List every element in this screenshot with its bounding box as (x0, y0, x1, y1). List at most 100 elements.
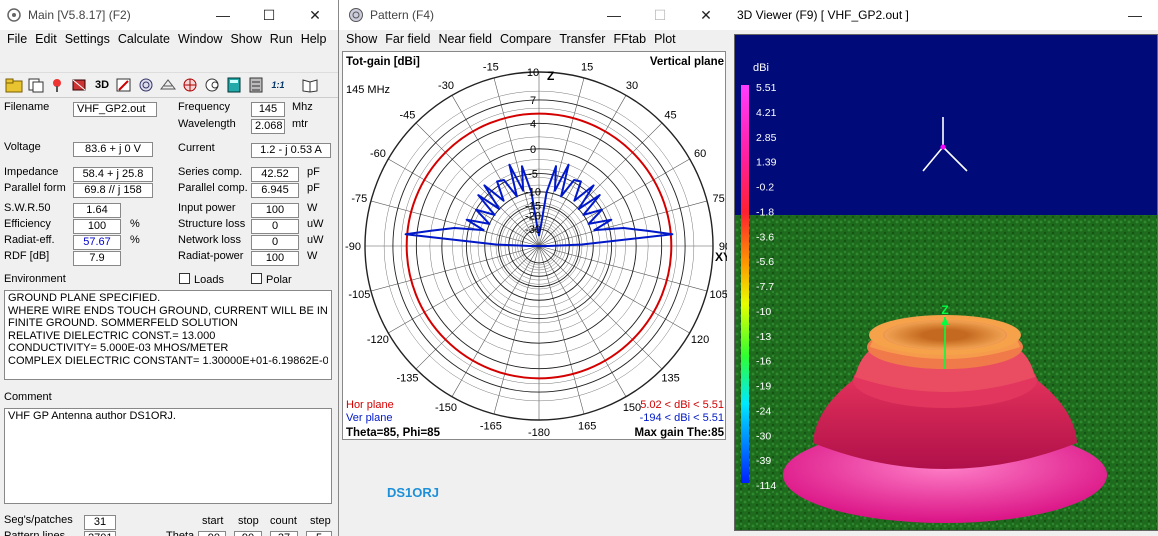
main-menu-item[interactable]: Calculate (117, 32, 170, 46)
z-axis-indicator: Z (941, 303, 949, 369)
structure-loss-field[interactable]: 0 (251, 219, 299, 234)
geometry-icon[interactable] (70, 75, 90, 95)
polar-radial-line (493, 77, 540, 247)
pattern-titlebar[interactable]: Pattern (F4) — ☐ ✕ (339, 0, 729, 30)
current-label: Current (178, 142, 215, 154)
loads-checkbox[interactable]: Loads (179, 273, 224, 286)
copy-icon[interactable] (26, 75, 46, 95)
polar-radial-line (370, 200, 540, 247)
impedance-field[interactable]: 58.4 + j 25.8 (73, 167, 153, 182)
frequency-field[interactable]: 145 (251, 102, 285, 117)
pattern-menu-item[interactable]: Transfer (559, 32, 606, 46)
main-window: Main [V5.8.17] (F2) — ☐ ✕ File Edit Settin… (0, 0, 339, 536)
main-titlebar[interactable]: Main [V5.8.17] (F2) — ☐ ✕ (0, 0, 338, 30)
pattern-menu-item[interactable]: FFtab (613, 32, 647, 46)
filename-field[interactable]: VHF_GP2.out (73, 102, 157, 117)
parallel-comp-field[interactable]: 6.945 (251, 183, 299, 198)
pattern-menu-item[interactable]: Near field (438, 32, 492, 46)
viewer-title: 3D Viewer (F9) [ VHF_GP2.out ] (737, 8, 909, 22)
main-menu-item[interactable]: Run (269, 32, 293, 46)
efficiency-field[interactable]: 100 (73, 219, 121, 234)
parallel-form-field[interactable]: 69.8 // j 158 (73, 183, 153, 198)
pattern-menu-item[interactable]: Far field (385, 32, 431, 46)
rdf-field[interactable]: 7.9 (73, 251, 121, 266)
plot-top-left-label: Tot-gain [dBi] (346, 56, 420, 68)
scale-label: -16 (756, 356, 771, 368)
scale-label: 1.39 (756, 157, 777, 169)
view-3d-icon[interactable]: 3D (94, 79, 110, 91)
angle-label: -90 (345, 241, 361, 253)
segs-field[interactable]: 31 (84, 515, 116, 530)
pattern-maximize-button[interactable]: ☐ (653, 6, 667, 23)
pattern-icon[interactable] (136, 75, 156, 95)
polar-radial-line (538, 245, 708, 292)
main-menu-item[interactable]: File (7, 32, 28, 46)
ring-label: 0 (530, 144, 536, 156)
swr-field[interactable]: 1.64 (73, 203, 121, 218)
theta-start-field[interactable]: -90 (198, 531, 226, 536)
viewer-titlebar[interactable]: 3D Viewer (F9) [ VHF_GP2.out ] — (729, 0, 1158, 30)
ring-label: 10 (527, 67, 539, 79)
maximize-button[interactable]: ☐ (262, 6, 276, 23)
svg-text:Z: Z (941, 303, 948, 317)
polar-radial-line (388, 158, 540, 247)
main-menu-item[interactable]: Window (178, 32, 223, 46)
pattern-menu-item[interactable]: Compare (499, 32, 552, 46)
theta-stop-field[interactable]: 90 (234, 531, 262, 536)
step-label: step (310, 515, 331, 527)
viewer-minimize-button[interactable]: — (1128, 7, 1142, 23)
polar-major-ring (465, 172, 613, 320)
parallel-comp-unit: pF (307, 182, 320, 194)
grid-icon[interactable] (158, 75, 178, 95)
globe-icon[interactable] (180, 75, 200, 95)
optimizer-icon[interactable] (246, 75, 266, 95)
calculator-icon[interactable] (224, 75, 244, 95)
color-scale-bar (741, 85, 749, 483)
scale-one-to-one-icon[interactable]: 1:1 (271, 80, 285, 90)
series-comp-unit: pF (307, 166, 320, 178)
voltage-field[interactable]: 83.6 + j 0 V (73, 142, 153, 157)
angle-label: -150 (435, 402, 457, 414)
theta-step-field[interactable]: 5 (306, 531, 332, 536)
radiat-eff-field[interactable]: 57.67 (73, 235, 121, 250)
network-loss-field[interactable]: 0 (251, 235, 299, 250)
plot-frequency-label: 145 MHz (346, 84, 390, 96)
polar-grid-ring (452, 159, 626, 333)
current-field[interactable]: 1.2 - j 0.53 A (251, 143, 331, 158)
edit-icon[interactable] (48, 75, 68, 95)
minimize-button[interactable]: — (216, 7, 230, 23)
polar-major-ring (364, 71, 714, 421)
main-menu-item[interactable]: Show (230, 32, 262, 46)
main-menu-item[interactable]: Help (300, 32, 327, 46)
environment-textbox[interactable]: GROUND PLANE SPECIFIED. WHERE WIRE ENDS T… (4, 290, 332, 380)
viewer-canvas[interactable]: Z dBi 5.51 4.21 2.85 1.39 -0.2 -1.8 -3.6 -5.6 -7… (734, 34, 1158, 531)
pattern-lines-field[interactable]: 2701 (84, 531, 116, 536)
ver-plane-trace (404, 163, 674, 247)
pattern-menu-item[interactable]: Show (346, 32, 378, 46)
smith-chart-icon[interactable] (202, 75, 222, 95)
theta-phi-label: Theta=85, Phi=85 (346, 427, 441, 439)
input-power-field[interactable]: 100 (251, 203, 299, 218)
pattern-close-button[interactable]: ✕ (700, 6, 712, 23)
close-button[interactable]: ✕ (309, 6, 321, 23)
polar-radial-line (538, 245, 663, 370)
radiat-power-field[interactable]: 100 (251, 251, 299, 266)
series-comp-field[interactable]: 42.52 (251, 167, 299, 182)
pattern-menu-item[interactable]: Plot (654, 32, 676, 46)
scale-label: -39 (756, 455, 771, 467)
main-menu-item[interactable]: Edit (35, 32, 57, 46)
pencil-icon[interactable] (114, 75, 134, 95)
polar-checkbox[interactable]: Polar (251, 273, 292, 286)
polar-radial-line (538, 77, 585, 247)
pattern-minimize-button[interactable]: — (607, 7, 621, 23)
book-icon[interactable] (300, 75, 320, 95)
radiat-power-label: Radiat-power (178, 250, 244, 262)
efficiency-unit: % (130, 218, 140, 230)
main-menu-item[interactable]: Settings (64, 32, 110, 46)
angle-label: 45 (664, 109, 676, 121)
comment-textbox[interactable]: VHF GP Antenna author DS1ORJ. (4, 408, 332, 504)
wavelength-field[interactable]: 2.068 (251, 119, 285, 134)
angle-label: -30 (438, 80, 454, 92)
open-folder-icon[interactable] (4, 75, 24, 95)
theta-count-field[interactable]: 37 (270, 531, 298, 536)
